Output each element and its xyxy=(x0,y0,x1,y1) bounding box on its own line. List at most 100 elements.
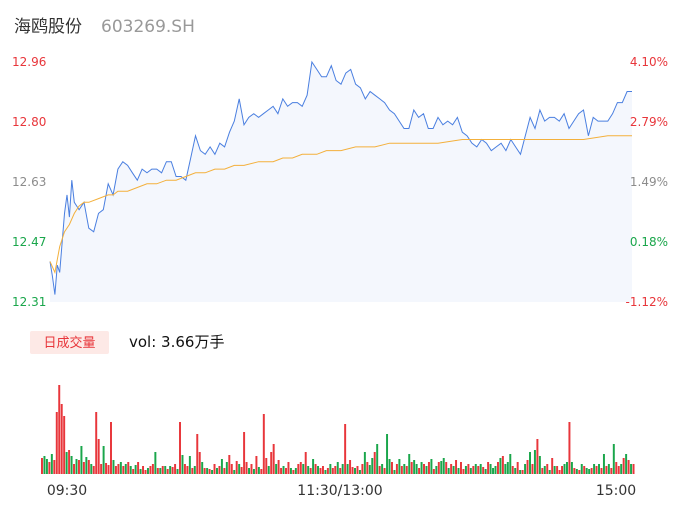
volume-bar xyxy=(220,459,223,474)
volume-bar xyxy=(474,464,477,474)
volume-bar xyxy=(225,462,228,474)
volume-bar xyxy=(625,454,628,474)
volume-bar xyxy=(405,466,408,474)
volume-bar xyxy=(607,464,610,474)
stock-code: 603269.SH xyxy=(101,17,195,37)
volume-bar xyxy=(575,469,578,474)
volume-bar xyxy=(479,464,482,474)
volume-bar xyxy=(218,466,221,474)
volume-bar xyxy=(489,464,492,474)
volume-bar xyxy=(198,452,201,474)
volume-bar xyxy=(615,462,618,474)
volume-bar xyxy=(509,454,512,474)
volume-bar xyxy=(467,464,470,474)
volume-bar xyxy=(65,452,68,474)
volume-bar xyxy=(605,466,608,474)
volume-bar xyxy=(275,464,278,474)
volume-bar xyxy=(373,452,376,474)
volume-bar xyxy=(70,456,73,474)
volume-bar xyxy=(188,456,191,474)
average-price-line xyxy=(49,135,632,275)
time-tick-label: 11:30/13:00 xyxy=(297,483,382,499)
volume-bar xyxy=(317,466,320,474)
volume-bar xyxy=(156,468,159,474)
price-tick-label: 12.47 xyxy=(12,235,46,249)
volume-bar xyxy=(447,468,450,474)
volume-bar xyxy=(85,457,88,474)
volume-bar xyxy=(151,464,154,474)
volume-bar xyxy=(511,466,514,474)
volume-bar xyxy=(410,462,413,474)
volume-bar xyxy=(252,469,255,474)
volume-bar xyxy=(132,469,135,474)
volume-bar xyxy=(45,459,48,474)
volume-bar xyxy=(556,466,559,474)
volume-bar xyxy=(344,424,347,474)
volume-bar xyxy=(541,468,544,474)
volume-bar xyxy=(87,460,90,474)
volume-bar xyxy=(80,446,83,474)
volume-bar xyxy=(423,464,425,474)
volume-bars xyxy=(41,385,635,474)
volume-bar xyxy=(90,464,93,474)
volume-bar xyxy=(504,464,507,474)
volume-bar xyxy=(255,456,258,474)
volume-bar xyxy=(445,462,448,474)
volume-bar xyxy=(48,462,51,474)
volume-bar xyxy=(309,468,312,474)
volume-bar xyxy=(127,462,130,474)
volume-bar xyxy=(568,422,571,474)
volume-bar xyxy=(95,412,98,474)
volume-bar xyxy=(174,464,177,474)
volume-bar xyxy=(393,470,396,474)
volume-bar xyxy=(129,466,132,474)
price-panel: 12.96 12.80 12.63 12.47 12.31 4.10% 2.79% 1.49… xyxy=(12,55,668,309)
volume-bar xyxy=(363,452,366,474)
price-area-fill xyxy=(50,62,632,302)
volume-bar xyxy=(149,466,152,474)
volume-bar xyxy=(287,462,290,474)
volume-bar xyxy=(598,464,600,474)
volume-bar xyxy=(492,468,495,474)
volume-bar xyxy=(230,464,233,474)
volume-bar xyxy=(551,458,554,474)
volume-bar xyxy=(546,464,549,474)
percent-axis-ticks: 4.10% 2.79% 1.49% 0.18% -1.12% xyxy=(626,55,668,309)
volume-bar xyxy=(193,466,196,474)
volume-bar xyxy=(585,468,588,474)
volume-bar xyxy=(442,458,445,474)
volume-bar xyxy=(329,464,332,474)
volume-bar xyxy=(620,464,623,474)
volume-bar xyxy=(354,468,356,474)
volume-bar xyxy=(361,464,364,474)
volume-bar xyxy=(408,454,411,474)
volume-bar xyxy=(506,462,509,474)
volume-bar xyxy=(257,467,260,474)
volume-badge-label: 日成交量 xyxy=(43,335,95,351)
time-axis-ticks: 09:30 11:30/13:00 15:00 xyxy=(47,483,636,499)
percent-tick-label: 2.79% xyxy=(630,115,668,129)
volume-bar xyxy=(68,450,71,474)
price-line xyxy=(49,60,632,295)
volume-bar xyxy=(294,468,297,474)
volume-bar xyxy=(617,466,620,474)
volume-bar xyxy=(100,464,103,474)
volume-bar xyxy=(77,460,80,474)
volume-bar xyxy=(277,460,280,474)
volume-bar xyxy=(137,462,140,474)
volume-bar xyxy=(430,459,433,474)
volume-bar xyxy=(457,468,460,474)
volume-bar xyxy=(413,460,416,474)
volume-bar xyxy=(41,458,43,474)
volume-bar xyxy=(117,464,120,474)
volume-bar xyxy=(548,470,551,474)
volume-bar xyxy=(622,458,625,474)
volume-bar xyxy=(304,452,307,474)
volume-bar xyxy=(418,468,421,474)
volume-bar xyxy=(248,468,251,474)
volume-bar xyxy=(386,434,389,474)
volume-bar xyxy=(602,454,605,474)
volume-bar xyxy=(558,470,561,474)
volume-bar xyxy=(265,458,268,474)
